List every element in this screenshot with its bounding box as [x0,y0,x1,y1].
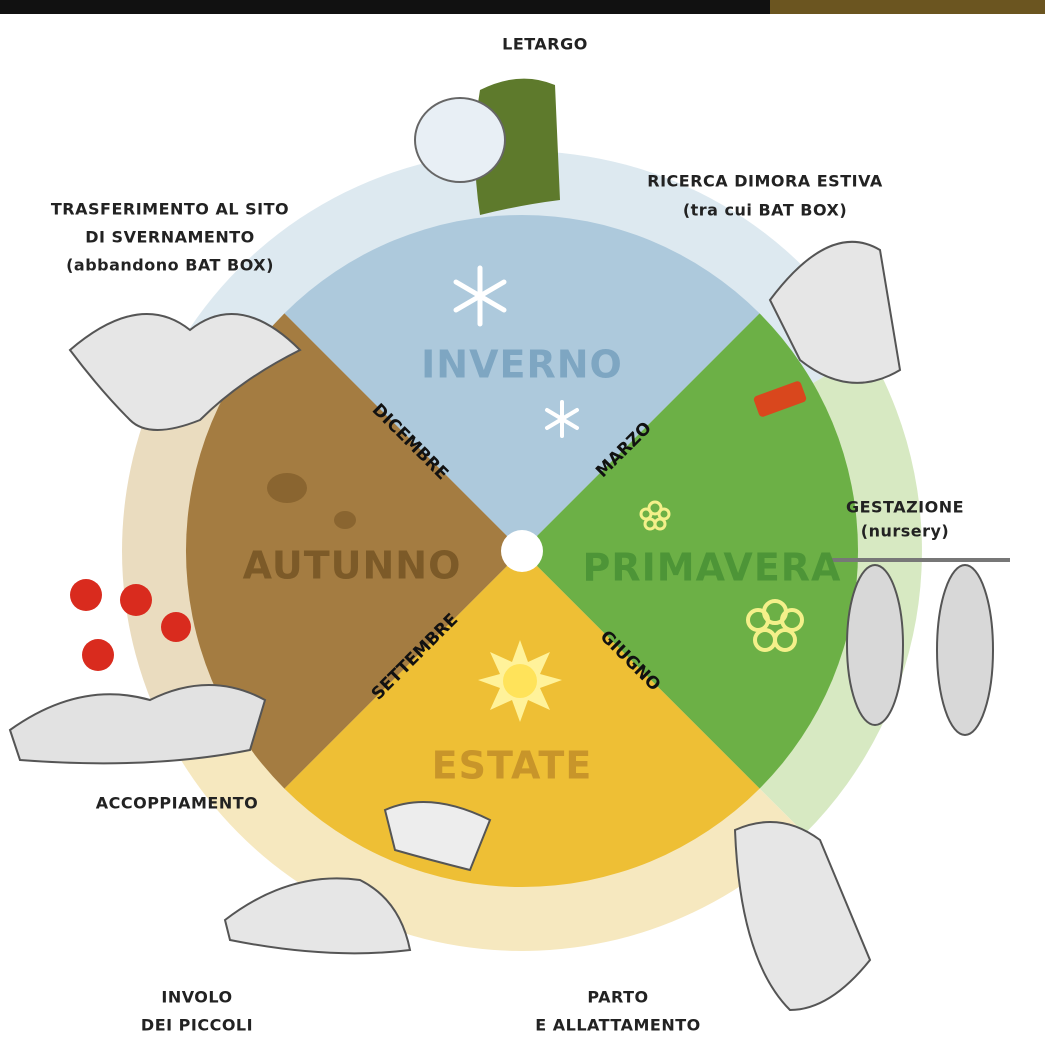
top-image-strip [770,0,1045,14]
hanging-bat-1 [847,565,903,725]
activity-label: (nursery) [861,522,950,541]
activity-label: RICERCA DIMORA ESTIVA [647,172,883,191]
activity-label: GESTAZIONE [846,498,964,517]
leaf [267,473,307,503]
hanging-bat-2 [937,565,993,735]
activity-label: (abbandono BAT BOX) [66,256,274,275]
activity-label: ACCOPPIAMENTO [96,794,259,813]
leaf-small [334,511,356,529]
mating-bats [10,685,265,763]
top-bar [0,0,770,14]
sun-core [503,664,537,698]
activity-label: E ALLATTAMENTO [535,1016,701,1035]
season-name: INVERNO [421,343,623,387]
sleeping-bat [415,98,505,182]
center-hole [501,530,543,572]
season-wheel: INVERNO PRIMAVERA ESTATE AUTUNNO MARZO G… [0,0,1045,1061]
activity-label: INVOLO [161,988,232,1007]
mother-bat [735,822,870,1010]
season-name: PRIMAVERA [583,546,842,590]
activity-label: TRASFERIMENTO AL SITO [51,200,289,219]
activity-label: DI SVERNAMENTO [85,228,255,247]
activity-label: (tra cui BAT BOX) [683,201,847,220]
activity-label: LETARGO [502,35,588,54]
season-name: ESTATE [432,744,593,788]
season-name: AUTUNNO [243,544,462,588]
activity-label: PARTO [587,988,648,1007]
activity-label: DEI PICCOLI [141,1016,253,1035]
